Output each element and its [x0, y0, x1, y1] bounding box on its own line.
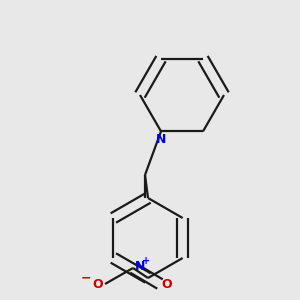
Text: +: +	[142, 256, 151, 266]
Text: N: N	[156, 133, 166, 146]
Text: O: O	[93, 278, 104, 290]
Text: O: O	[161, 278, 172, 290]
Text: N: N	[134, 260, 145, 273]
Text: −: −	[80, 272, 91, 284]
